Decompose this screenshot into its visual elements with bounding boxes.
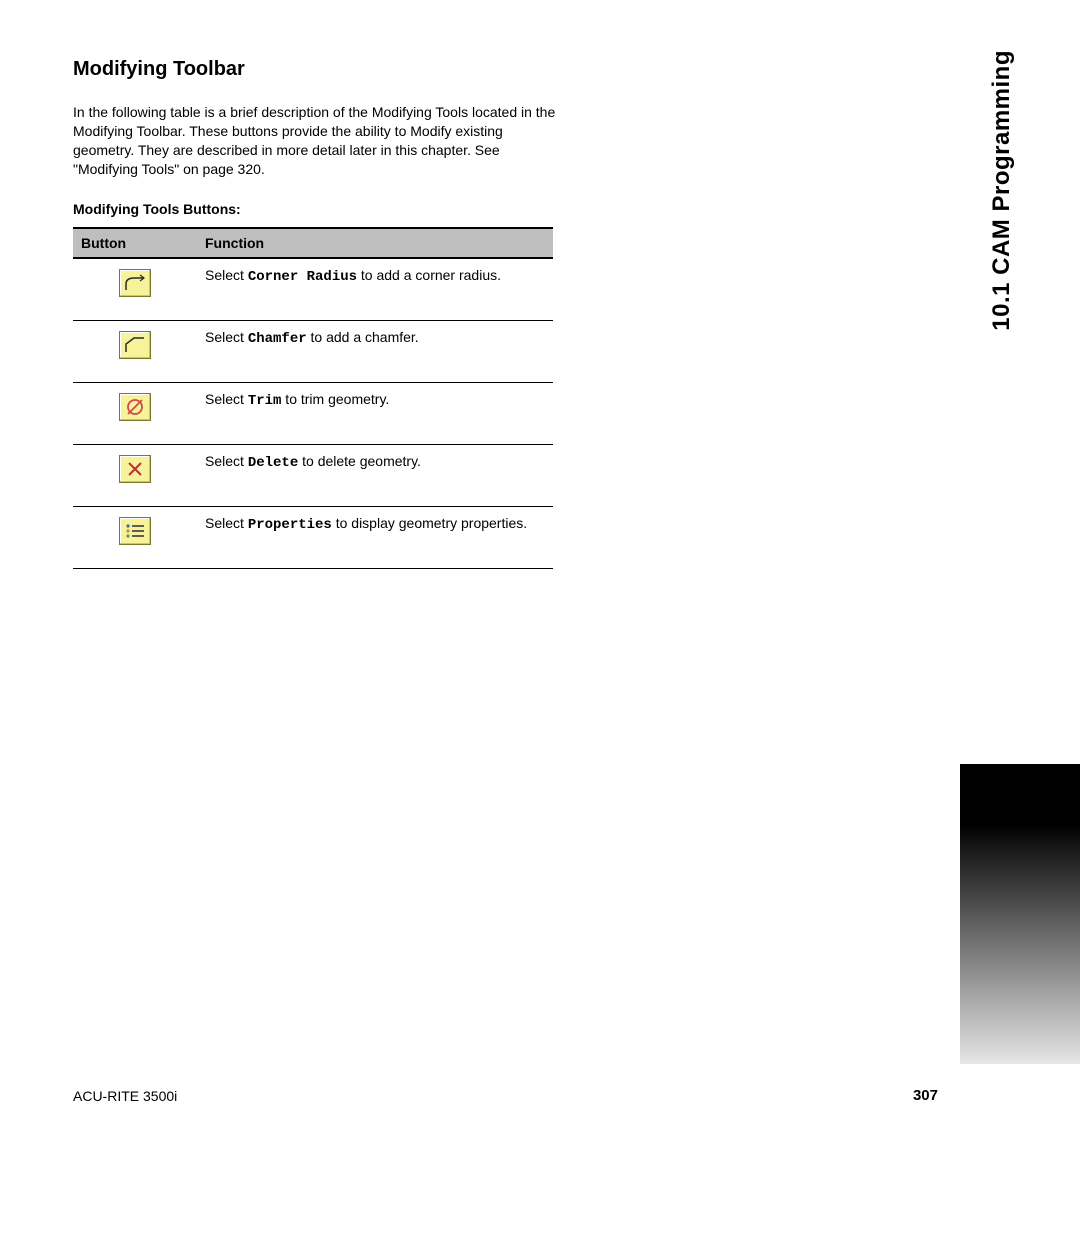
button-cell	[73, 506, 197, 568]
func-text-suffix: to display geometry properties.	[332, 515, 527, 531]
func-keyword: Corner Radius	[248, 269, 357, 285]
func-keyword: Delete	[248, 455, 298, 471]
col-header-function: Function	[197, 228, 553, 258]
button-cell	[73, 444, 197, 506]
func-keyword: Trim	[248, 393, 282, 409]
corner-radius-icon[interactable]	[119, 269, 151, 297]
func-text-prefix: Select	[205, 453, 248, 469]
func-text-prefix: Select	[205, 515, 248, 531]
button-cell	[73, 320, 197, 382]
footer-product-label: ACU-RITE 3500i	[73, 1088, 177, 1104]
function-cell: Select Delete to delete geometry.	[197, 444, 553, 506]
func-text-suffix: to trim geometry.	[281, 391, 389, 407]
col-header-button: Button	[73, 228, 197, 258]
trim-icon[interactable]	[119, 393, 151, 421]
section-heading: Modifying Toolbar	[73, 58, 573, 81]
function-cell: Select Corner Radius to add a corner rad…	[197, 258, 553, 321]
func-text-prefix: Select	[205, 391, 248, 407]
func-text-suffix: to add a chamfer.	[307, 329, 419, 345]
func-keyword: Properties	[248, 517, 332, 533]
intro-paragraph: In the following table is a brief descri…	[73, 103, 563, 179]
table-row: Select Trim to trim geometry.	[73, 382, 553, 444]
delete-icon[interactable]	[119, 455, 151, 483]
properties-icon[interactable]	[119, 517, 151, 545]
table-row: Select Properties to display geometry pr…	[73, 506, 553, 568]
modifying-tools-table: Button Function Select	[73, 227, 553, 569]
func-text-prefix: Select	[205, 267, 248, 283]
func-text-suffix: to add a corner radius.	[357, 267, 501, 283]
page: Modifying Toolbar In the following table…	[0, 0, 1080, 1234]
table-row: Select Delete to delete geometry.	[73, 444, 553, 506]
func-keyword: Chamfer	[248, 331, 307, 347]
func-text-prefix: Select	[205, 329, 248, 345]
func-text-suffix: to delete geometry.	[298, 453, 421, 469]
table-row: Select Corner Radius to add a corner rad…	[73, 258, 553, 321]
table-caption: Modifying Tools Buttons:	[73, 201, 573, 217]
table-header-row: Button Function	[73, 228, 553, 258]
page-number: 307	[913, 1087, 938, 1104]
table-row: Select Chamfer to add a chamfer.	[73, 320, 553, 382]
function-cell: Select Trim to trim geometry.	[197, 382, 553, 444]
button-cell	[73, 382, 197, 444]
side-section-title: 10.1 CAM Programming	[988, 50, 1016, 331]
thumb-tab-gradient	[960, 764, 1080, 1064]
chamfer-icon[interactable]	[119, 331, 151, 359]
function-cell: Select Properties to display geometry pr…	[197, 506, 553, 568]
function-cell: Select Chamfer to add a chamfer.	[197, 320, 553, 382]
content-column: Modifying Toolbar In the following table…	[73, 58, 573, 569]
button-cell	[73, 258, 197, 321]
